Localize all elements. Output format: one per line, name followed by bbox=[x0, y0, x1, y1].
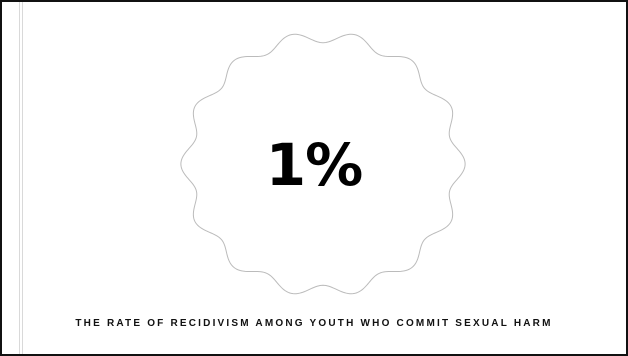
statistic-value: 1% bbox=[265, 131, 363, 199]
left-accent-rule bbox=[19, 2, 23, 354]
statistic-caption: THE RATE OF RECIDIVISM AMONG YOUTH WHO C… bbox=[75, 318, 553, 329]
